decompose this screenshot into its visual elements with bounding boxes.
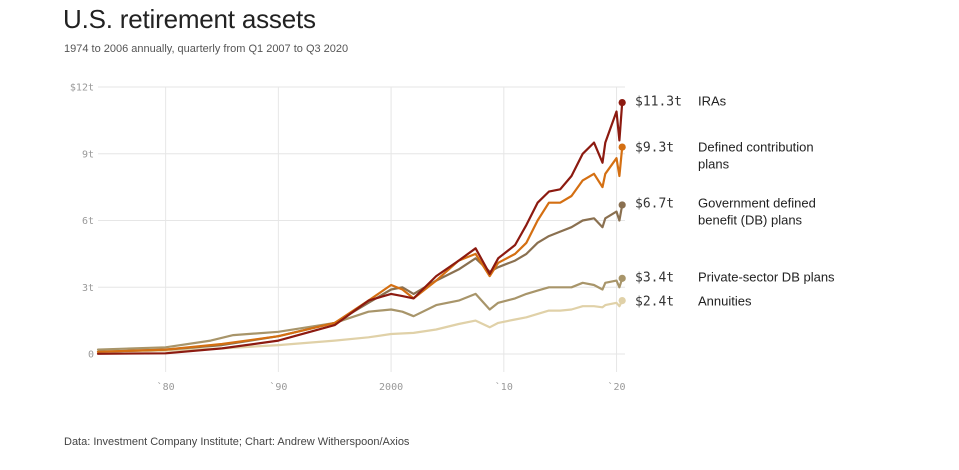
- series-name-label: Private-sector DB plans: [698, 270, 835, 285]
- series-line: [96, 299, 624, 353]
- series-end-dot: [618, 98, 626, 107]
- series-end-dot: [618, 297, 626, 305]
- series-end-value: $6.7t: [635, 197, 674, 212]
- y-tick-label: 0: [88, 350, 94, 361]
- y-tick-label: 3t: [82, 283, 94, 294]
- series-name-label: Government defined benefit (DB) plans: [698, 196, 816, 228]
- series-end-dot: [618, 143, 626, 151]
- y-tick-label: 9t: [82, 149, 94, 160]
- series-name-label: Annuities: [698, 294, 752, 309]
- series-end-value: $3.4t: [635, 271, 674, 286]
- series-line: [96, 203, 624, 353]
- chart-subtitle: 1974 to 2006 annually, quarterly from Q1…: [64, 43, 349, 55]
- series-end-value: $2.4t: [635, 295, 674, 310]
- x-tick-label: `20: [608, 381, 626, 393]
- axis-labels: 0 3t 6t 9t $12t `80 `90 2000 `10 `20: [70, 83, 626, 394]
- end-labels: $11.3t IRAs $9.3t Defined contribution plans…: [635, 94, 835, 310]
- series-line: [96, 277, 624, 351]
- series-line: [96, 101, 624, 355]
- series-end-dot: [618, 201, 626, 209]
- series-line: [96, 146, 624, 353]
- source-note: Data: Investment Company Institute; Char…: [64, 436, 410, 448]
- x-tick-label: `10: [495, 381, 513, 393]
- chart-title: U.S. retirement assets: [63, 4, 316, 34]
- x-tick-label: 2000: [379, 382, 403, 393]
- y-tick-label: $12t: [70, 83, 94, 94]
- x-tick-label: `90: [269, 381, 287, 393]
- gridlines: [98, 86, 625, 372]
- series-end-value: $9.3t: [635, 141, 674, 156]
- series-name-label: IRAs: [698, 94, 727, 109]
- x-tick-label: `80: [157, 381, 175, 393]
- series-end-dot: [618, 274, 626, 282]
- series-lines: [96, 98, 626, 355]
- y-tick-label: 6t: [82, 216, 94, 227]
- series-name-label: Defined contribution plans: [698, 140, 814, 172]
- series-end-value: $11.3t: [635, 95, 682, 110]
